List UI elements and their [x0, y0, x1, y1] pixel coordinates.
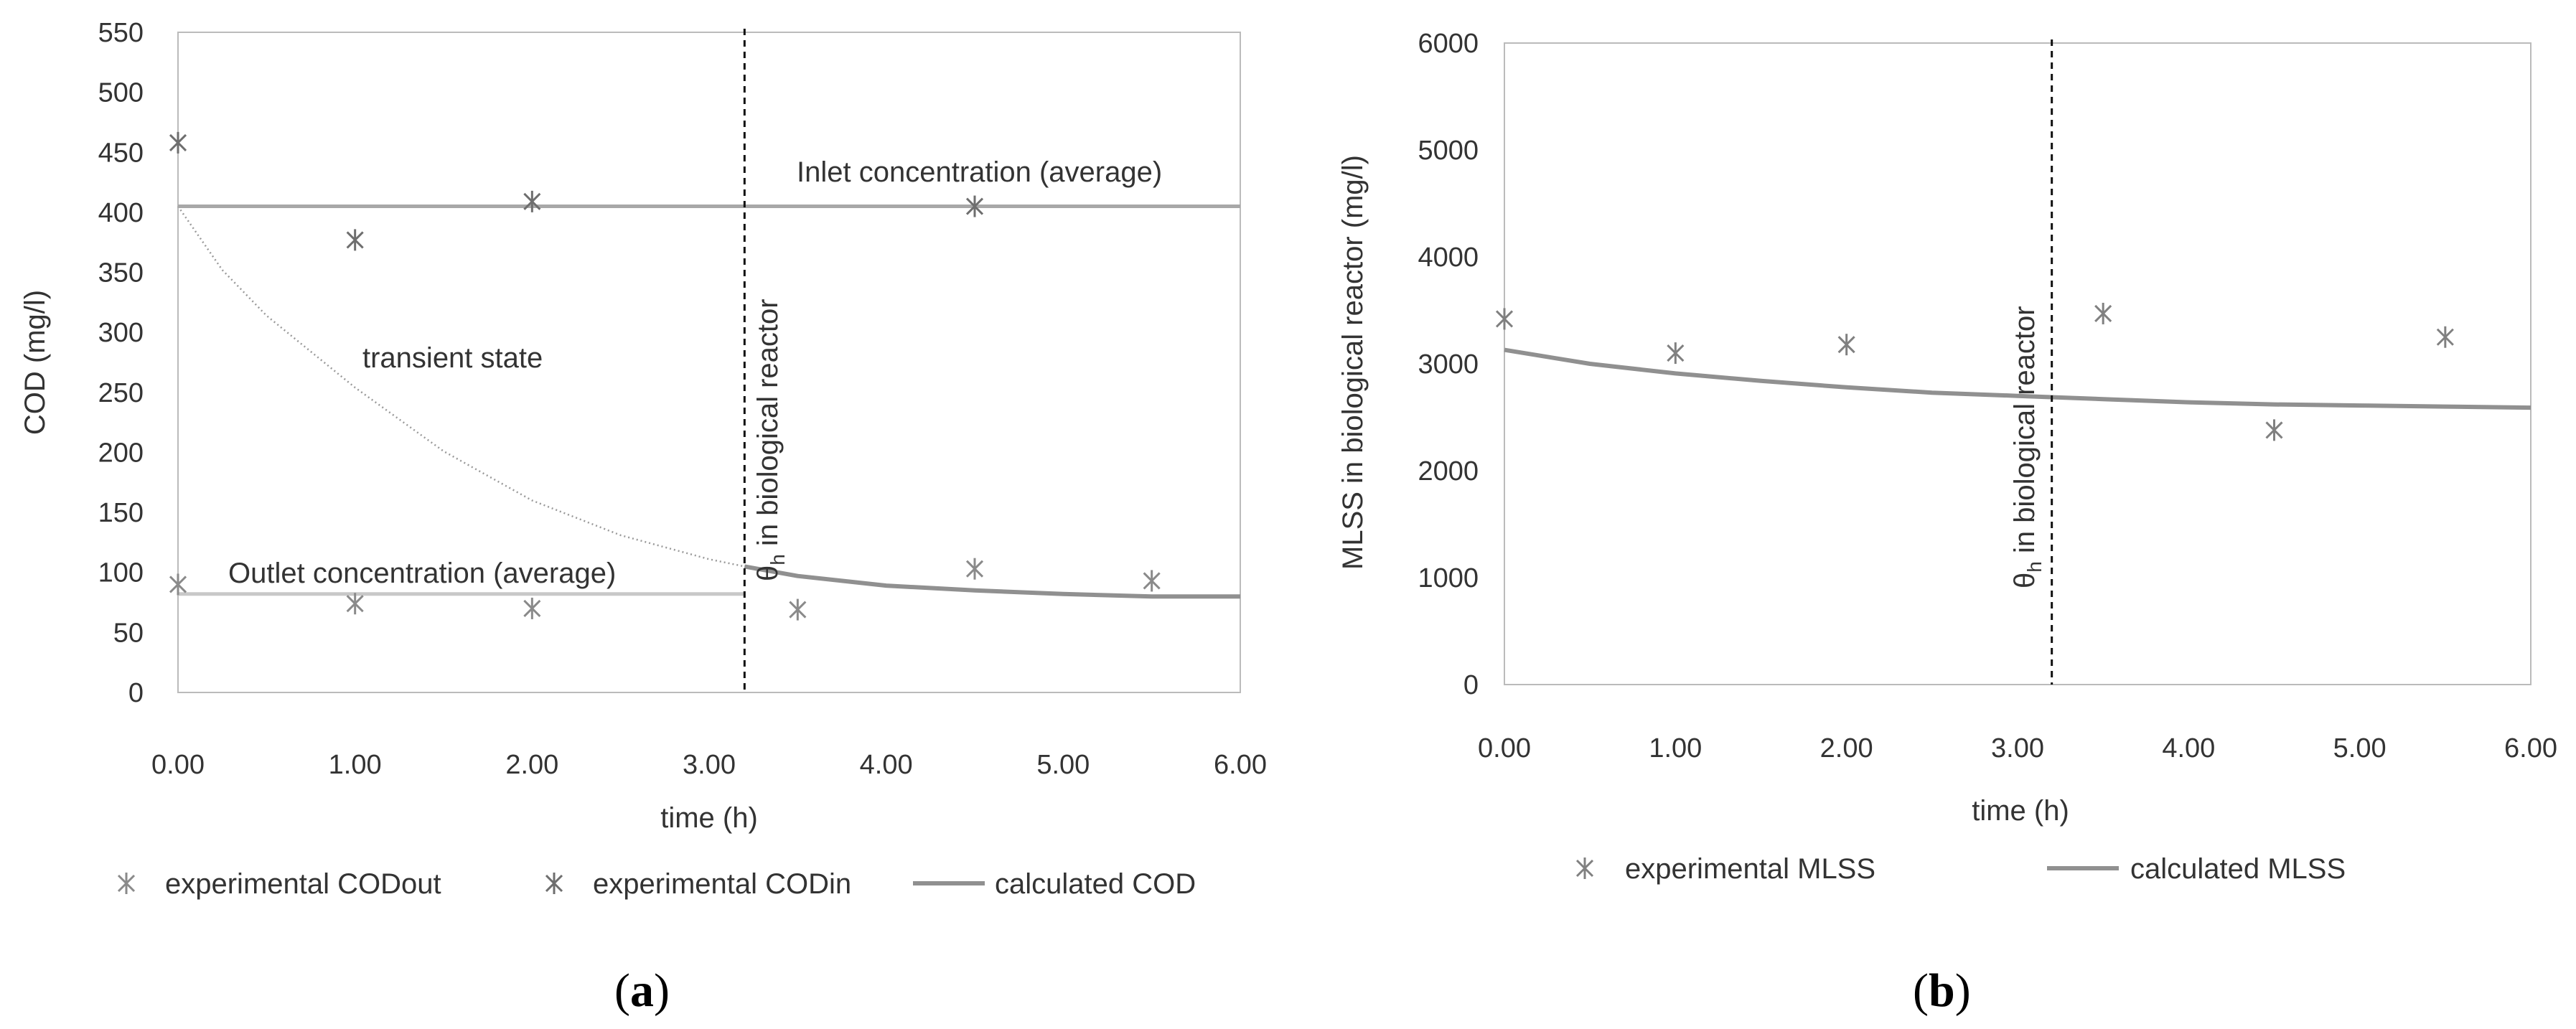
mlss-x-tick-label: 3.00	[1991, 733, 2044, 763]
mlss-x-axis-label: time (h)	[1972, 795, 2069, 827]
mlss-x-tick-label: 4.00	[2162, 733, 2215, 763]
mlss-y-tick-label: 1000	[1418, 563, 1479, 593]
chart-mlss: 0 1000 2000 3000 4000 5000 6000 0.00 1.00 2.00 3.…	[1337, 29, 2557, 1017]
mlss-vline-label: θh in biological reactor	[2009, 306, 2046, 588]
cod-calculated-cod-line	[744, 564, 1240, 599]
mlss-data-points	[1495, 302, 2454, 441]
cod-y-tick-label: 500	[98, 78, 144, 108]
mlss-calculated-mlss-line	[1504, 347, 2531, 410]
panel-label-b: (b)	[1913, 964, 1971, 1017]
cod-experimental-codout-point	[1143, 570, 1161, 592]
mlss-legend: experimental MLSS calculated MLSS	[1575, 853, 2346, 885]
cod-x-tick-label: 5.00	[1036, 750, 1090, 780]
legend-label-codout: experimental CODout	[165, 868, 441, 900]
cod-experimental-codin-point	[169, 131, 187, 154]
mlss-experimental-mlss-point	[2436, 326, 2454, 348]
cod-experimental-codin-point	[965, 195, 984, 217]
legend-marker-mlss	[1575, 858, 1594, 879]
cod-experimental-codin-point	[523, 190, 541, 212]
cod-experimental-codout-point	[523, 597, 541, 619]
legend-label-calculated-cod: calculated COD	[995, 868, 1196, 900]
mlss-x-tick-label: 6.00	[2504, 733, 2557, 763]
mlss-x-tick-labels: 0.00 1.00 2.00 3.00 4.00 5.00 6.00	[1478, 733, 2557, 763]
legend-label-codin: experimental CODin	[593, 868, 851, 900]
theta-symbol: θ	[752, 565, 784, 581]
mlss-y-tick-label: 5000	[1418, 136, 1479, 166]
mlss-x-tick-label: 0.00	[1478, 733, 1531, 763]
cod-transient-state-line	[177, 205, 745, 568]
mlss-y-tick-label: 4000	[1418, 243, 1479, 273]
cod-experimental-codout-point	[965, 558, 984, 580]
cod-y-tick-label: 450	[98, 138, 144, 168]
cod-x-tick-label: 4.00	[860, 750, 913, 780]
cod-vline-label: θh in biological reactor	[752, 299, 789, 581]
cod-y-tick-label: 350	[98, 258, 144, 288]
cod-y-tick-label: 150	[98, 498, 144, 528]
cod-inlet-annotation: Inlet concentration (average)	[797, 156, 1162, 188]
cod-plot-frame	[177, 32, 1241, 693]
cod-experimental-codout-point	[789, 598, 807, 621]
cod-y-axis-label: COD (mg/l)	[19, 290, 51, 435]
mlss-y-tick-labels: 0 1000 2000 3000 4000 5000 6000	[1418, 29, 1479, 700]
cod-y-tick-label: 200	[98, 438, 144, 468]
cod-x-axis-label: time (h)	[660, 802, 758, 834]
mlss-experimental-mlss-point	[1495, 308, 1514, 330]
vline-label-text: in biological reactor	[2009, 306, 2041, 561]
mlss-plot-frame	[1504, 42, 2531, 685]
cod-x-tick-label: 2.00	[505, 750, 558, 780]
legend-label-calculated-mlss: calculated MLSS	[2130, 853, 2346, 885]
legend-marker-codin	[545, 873, 563, 894]
panel-label-a-letter: a	[630, 964, 654, 1017]
cod-x-tick-label: 3.00	[683, 750, 736, 780]
cod-outlet-annotation: Outlet concentration (average)	[228, 558, 616, 589]
mlss-y-tick-label: 6000	[1418, 29, 1479, 59]
mlss-y-axis-label: MLSS in biological reactor (mg/l)	[1337, 155, 1369, 570]
cod-legend: experimental CODout experimental CODin c…	[117, 868, 1196, 900]
cod-y-tick-label: 50	[113, 618, 144, 648]
mlss-y-tick-label: 0	[1463, 670, 1479, 700]
mlss-x-tick-label: 2.00	[1820, 733, 1873, 763]
mlss-series-lines	[1504, 347, 2531, 410]
cod-transient-annotation: transient state	[362, 342, 543, 374]
mlss-y-tick-label: 3000	[1418, 349, 1479, 380]
legend-marker-codout	[117, 873, 136, 894]
mlss-y-tick-label: 2000	[1418, 456, 1479, 487]
mlss-x-tick-label: 5.00	[2333, 733, 2387, 763]
theta-symbol: θ	[2009, 573, 2041, 588]
cod-experimental-codout-point	[169, 573, 187, 596]
cod-x-tick-label: 0.00	[151, 750, 205, 780]
cod-y-tick-label: 550	[98, 18, 144, 48]
theta-subscript: h	[767, 554, 789, 565]
mlss-experimental-mlss-point	[2265, 419, 2283, 441]
cod-x-tick-label: 6.00	[1214, 750, 1267, 780]
cod-x-tick-labels: 0.00 1.00 2.00 3.00 4.00 5.00 6.00	[151, 750, 1267, 780]
cod-y-tick-label: 250	[98, 378, 144, 408]
cod-y-tick-labels: 0 50 100 150 200 250 300 350 400 450 500 550	[98, 18, 144, 708]
theta-subscript: h	[2023, 561, 2046, 573]
mlss-experimental-mlss-point	[1837, 334, 1855, 356]
cod-data-points	[169, 131, 1161, 621]
mlss-experimental-mlss-point	[2094, 302, 2112, 324]
cod-y-tick-label: 0	[128, 678, 144, 708]
vline-label-text: in biological reactor	[752, 299, 784, 554]
cod-y-tick-label: 300	[98, 318, 144, 348]
cod-y-tick-label: 400	[98, 198, 144, 228]
panel-label-a: (a)	[614, 964, 670, 1017]
legend-label-mlss: experimental MLSS	[1625, 853, 1875, 885]
cod-series-lines	[177, 205, 1240, 599]
mlss-experimental-mlss-point	[1667, 342, 1685, 365]
cod-experimental-codout-point	[346, 593, 364, 615]
cod-experimental-codin-point	[346, 229, 364, 251]
panel-label-b-letter: b	[1929, 964, 1955, 1017]
cod-x-tick-label: 1.00	[329, 750, 382, 780]
chart-cod: 0 50 100 150 200 250 300 350 400 450 500 550 0.00 1.…	[19, 18, 1267, 1017]
mlss-x-tick-label: 1.00	[1649, 733, 1702, 763]
cod-y-tick-label: 100	[98, 558, 144, 588]
